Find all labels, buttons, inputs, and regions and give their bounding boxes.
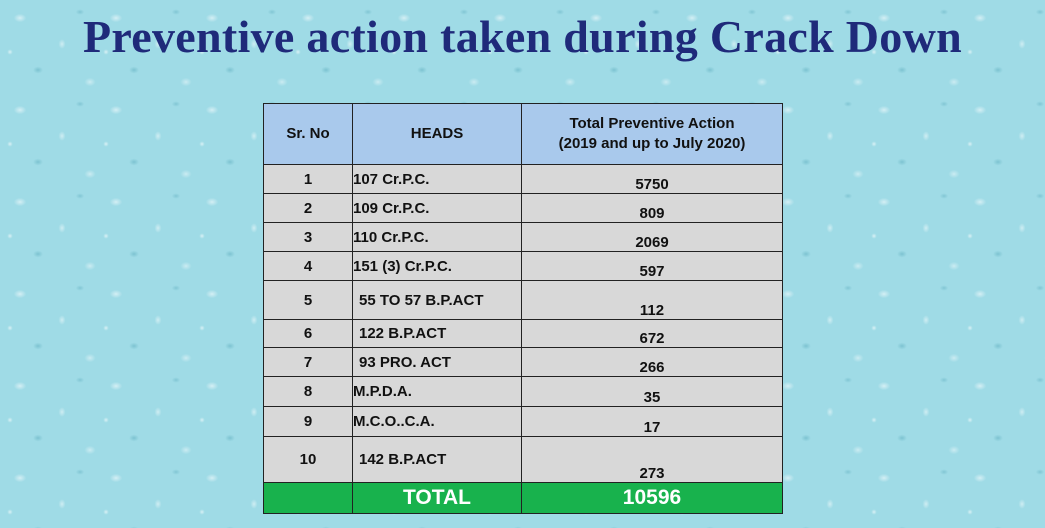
- table-row: 3 110 Cr.P.C. 2069: [263, 222, 783, 252]
- table-row: 9 M.C.O..C.A. 17: [263, 406, 783, 437]
- row-head: 142 B.P.ACT: [352, 436, 522, 483]
- row-head: 122 B.P.ACT: [352, 319, 522, 348]
- row-sr-no: 2: [263, 193, 353, 223]
- table-row: 5 55 TO 57 B.P.ACT 112: [263, 280, 783, 320]
- row-sr-no: 5: [263, 280, 353, 320]
- table-row: 7 93 PRO. ACT 266: [263, 347, 783, 377]
- row-head: 55 TO 57 B.P.ACT: [352, 280, 522, 320]
- row-value: 809: [521, 193, 783, 223]
- total-empty-cell: [263, 482, 353, 514]
- header-heads: HEADS: [352, 103, 522, 165]
- header-sr-no: Sr. No: [263, 103, 353, 165]
- row-sr-no: 3: [263, 222, 353, 252]
- row-sr-no: 9: [263, 406, 353, 437]
- table-row: 4 151 (3) Cr.P.C. 597: [263, 251, 783, 281]
- row-head: 107 Cr.P.C.: [352, 164, 522, 194]
- preventive-action-table: Sr. No HEADS Total Preventive Action (20…: [263, 103, 783, 514]
- row-value: 266: [521, 347, 783, 377]
- row-value: 17: [521, 406, 783, 437]
- row-sr-no: 7: [263, 347, 353, 377]
- row-head: 110 Cr.P.C.: [352, 222, 522, 252]
- table-row: 8 M.P.D.A. 35: [263, 376, 783, 407]
- row-value: 672: [521, 319, 783, 348]
- row-value: 112: [521, 280, 783, 320]
- total-row: TOTAL 10596: [263, 482, 783, 514]
- row-head: 109 Cr.P.C.: [352, 193, 522, 223]
- row-value: 273: [521, 436, 783, 483]
- header-total-preventive-action: Total Preventive Action (2019 and up to …: [521, 103, 783, 165]
- row-sr-no: 6: [263, 319, 353, 348]
- row-head: 93 PRO. ACT: [352, 347, 522, 377]
- table-header-row: Sr. No HEADS Total Preventive Action (20…: [263, 103, 783, 165]
- row-head: M.C.O..C.A.: [352, 406, 522, 437]
- table-row: 6 122 B.P.ACT 672: [263, 319, 783, 348]
- header-total-line2: (2019 and up to July 2020): [558, 135, 746, 152]
- row-value: 5750: [521, 164, 783, 194]
- table-row: 2 109 Cr.P.C. 809: [263, 193, 783, 223]
- total-label: TOTAL: [352, 482, 522, 514]
- table-row: 1 107 Cr.P.C. 5750: [263, 164, 783, 194]
- table-row: 10 142 B.P.ACT 273: [263, 436, 783, 483]
- page-title: Preventive action taken during Crack Dow…: [82, 11, 963, 62]
- row-sr-no: 10: [263, 436, 353, 483]
- row-sr-no: 4: [263, 251, 353, 281]
- row-sr-no: 8: [263, 376, 353, 407]
- row-value: 35: [521, 376, 783, 407]
- row-value: 597: [521, 251, 783, 281]
- row-value: 2069: [521, 222, 783, 252]
- header-total-line1: Total Preventive Action: [569, 115, 735, 132]
- row-head: M.P.D.A.: [352, 376, 522, 407]
- row-head: 151 (3) Cr.P.C.: [352, 251, 522, 281]
- row-sr-no: 1: [263, 164, 353, 194]
- total-value: 10596: [521, 482, 783, 514]
